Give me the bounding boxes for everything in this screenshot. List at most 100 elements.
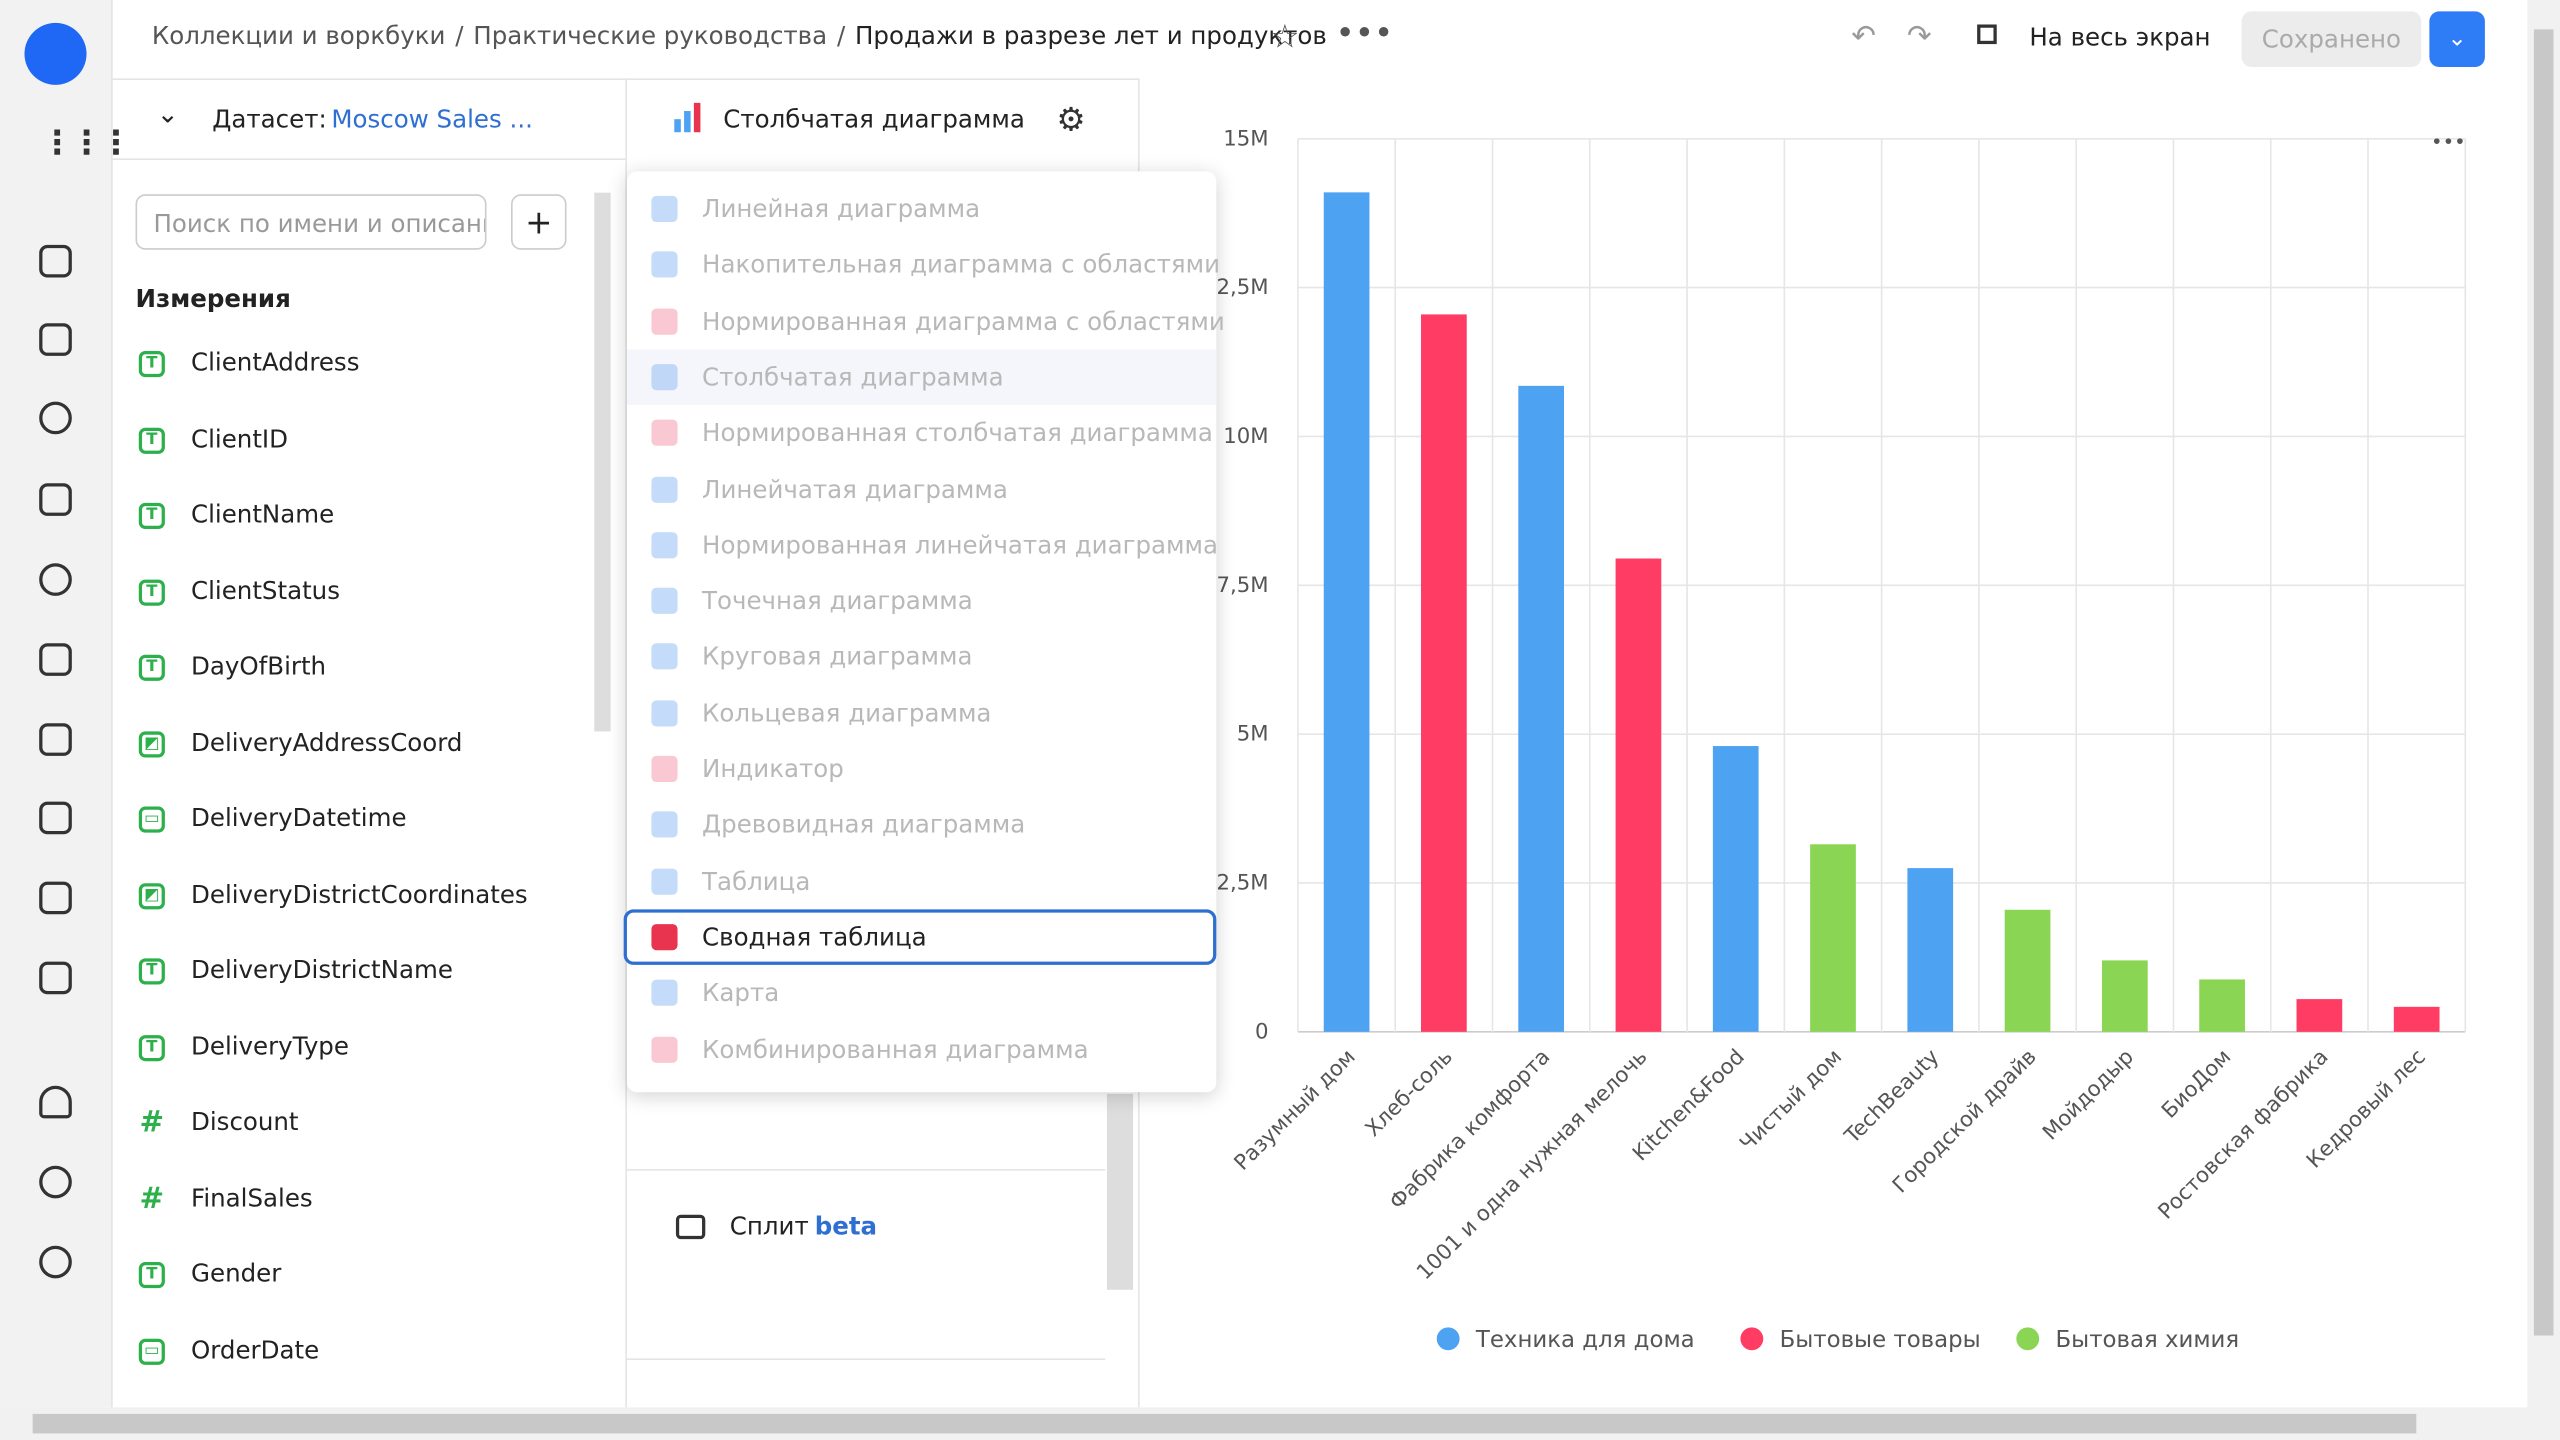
legend-label[interactable]: Бытовая химия — [2056, 1327, 2240, 1353]
bar — [2004, 909, 2051, 1032]
legend-label[interactable]: Бытовые товары — [1780, 1327, 1981, 1353]
menu-icon — [651, 195, 678, 223]
field-name[interactable]: OrderDate — [191, 1334, 320, 1365]
scrollbar[interactable] — [594, 192, 611, 732]
field-name[interactable]: DeliveryAddressCoord — [191, 727, 463, 757]
divider — [625, 1358, 1106, 1360]
nav-icon[interactable] — [39, 1165, 72, 1199]
menu-item[interactable]: Комбинированная диаграмма — [627, 1021, 1216, 1077]
y-tick-label: 15M — [1223, 126, 1268, 151]
field-name[interactable]: Discount — [191, 1106, 299, 1137]
legend-marker — [1436, 1327, 1460, 1351]
field-name[interactable]: DeliveryDatetime — [191, 803, 407, 833]
menu-label: Нормированная диаграмма с областями — [702, 306, 1225, 336]
save-menu-button[interactable]: ⌄ — [2429, 11, 2485, 67]
menu-item[interactable]: Таблица — [627, 853, 1216, 909]
nav-icon[interactable] — [39, 1085, 72, 1119]
menu-icon — [651, 251, 678, 279]
y-tick-label: 2,5M — [1217, 871, 1269, 896]
nav-icon[interactable] — [39, 563, 72, 596]
menu-item[interactable]: Карта — [627, 965, 1216, 1021]
field-icon: ◩ — [138, 730, 165, 757]
menu-item[interactable]: Круговая диаграмма — [627, 629, 1216, 685]
menu-item[interactable]: Сводная таблица — [623, 909, 1217, 965]
nav-icon[interactable] — [39, 483, 72, 516]
favorite-icon[interactable]: ☆ — [1270, 16, 1300, 56]
field-name[interactable]: ClientID — [191, 423, 289, 454]
menu-item[interactable]: Линейная диаграмма — [627, 181, 1216, 237]
field-name[interactable]: ClientStatus — [191, 575, 340, 605]
nav-icon[interactable] — [39, 801, 72, 835]
nav-icon[interactable] — [39, 244, 72, 278]
menu-label: Нормированная столбчатая диаграмма — [702, 418, 1213, 448]
nav-icon[interactable] — [39, 1245, 72, 1279]
breadcrumb[interactable]: Коллекции и воркбуки — [151, 21, 446, 51]
bar — [2296, 999, 2343, 1032]
field-name[interactable]: DeliveryDistrictCoordinates — [191, 879, 528, 909]
menu-item[interactable]: Столбчатая диаграмма — [626, 349, 1217, 405]
menu-label: Линейчатая диаграмма — [702, 474, 1008, 504]
field-name[interactable]: DeliveryDistrictName — [191, 955, 453, 985]
bar — [2393, 1006, 2440, 1032]
field-name[interactable]: ClientName — [191, 499, 335, 529]
menu-label: Накопительная диаграмма с областями — [702, 250, 1220, 280]
logo[interactable] — [24, 22, 87, 85]
page-scrollbar[interactable] — [2527, 0, 2560, 1408]
visualization-selector[interactable]: Столбчатая диаграмма — [723, 104, 1025, 134]
menu-item[interactable]: Линейчатая диаграмма — [627, 461, 1216, 517]
chart-menu-icon[interactable]: ••• — [2431, 130, 2466, 154]
nav-icon[interactable] — [39, 401, 72, 435]
add-field-button[interactable]: + — [511, 194, 567, 250]
menu-item[interactable]: Древовидная диаграмма — [627, 797, 1216, 853]
menu-icon — [651, 979, 678, 1007]
menu-icon — [651, 811, 678, 839]
menu-item[interactable]: Нормированная столбчатая диаграмма — [627, 405, 1216, 461]
menu-icon — [651, 923, 678, 951]
y-tick-label: 5M — [1237, 722, 1269, 747]
field-icon: T — [138, 1034, 165, 1061]
collapse-icon[interactable]: ⌄ — [156, 97, 179, 129]
menu-item[interactable]: Кольцевая диаграмма — [627, 685, 1216, 741]
field-name[interactable]: DeliveryType — [191, 1031, 349, 1061]
menu-item[interactable]: Нормированная линейчатая диаграмма — [627, 517, 1218, 573]
split-badge: beta — [814, 1211, 878, 1241]
save-button[interactable]: Сохранено — [2241, 11, 2422, 67]
nav-icon[interactable] — [39, 881, 72, 915]
search-input[interactable]: Поиск по имени и описани — [135, 194, 487, 250]
dataset-panel — [111, 78, 627, 1409]
legend-label[interactable]: Техника для дома — [1475, 1327, 1695, 1353]
split-label[interactable]: Сплит — [729, 1211, 809, 1241]
undo-icon[interactable]: ↶ — [1851, 19, 1877, 54]
nav-icon[interactable] — [39, 961, 72, 995]
nav-icon[interactable] — [39, 723, 72, 756]
scrollbar[interactable] — [1106, 1093, 1134, 1290]
menu-icon — [651, 475, 678, 503]
nav-icon[interactable] — [39, 323, 72, 356]
field-icon: T — [138, 654, 165, 681]
menu-label: Комбинированная диаграмма — [702, 1034, 1089, 1064]
field-name[interactable]: Gender — [191, 1258, 282, 1289]
fullscreen-button[interactable]: На весь экран — [2029, 22, 2211, 53]
field-name[interactable]: FinalSales — [191, 1182, 313, 1213]
more-icon[interactable]: ••• — [1335, 13, 1394, 53]
field-icon: # — [139, 1181, 165, 1216]
menu-item[interactable]: Индикатор — [627, 741, 1216, 797]
breadcrumb[interactable]: Практические руководства — [473, 21, 828, 51]
redo-icon[interactable]: ↷ — [1906, 19, 1932, 54]
menu-icon — [651, 419, 678, 447]
menu-item[interactable]: Накопительная диаграмма с областями — [627, 237, 1220, 293]
menu-icon — [651, 1035, 678, 1063]
dataset-name[interactable]: Moscow Sales ... — [331, 104, 533, 134]
apps-icon[interactable]: ⋮⋮⋮ — [40, 122, 132, 162]
menu-item[interactable]: Точечная диаграмма — [627, 573, 1216, 629]
menu-item[interactable]: Нормированная диаграмма с областями — [627, 293, 1225, 349]
field-name[interactable]: DayOfBirth — [191, 651, 327, 681]
field-name[interactable]: ClientAddress — [191, 347, 360, 378]
breadcrumb[interactable]: Продажи в разрезе лет и продуктов — [854, 21, 1327, 51]
page-scrollbar[interactable] — [0, 1407, 2560, 1440]
menu-label: Кольцевая диаграмма — [702, 698, 992, 728]
fullscreen-icon[interactable] — [1977, 24, 1997, 45]
field-icon: ▭ — [138, 806, 165, 833]
nav-icon[interactable] — [39, 643, 72, 676]
settings-icon[interactable]: ⚙ — [1056, 99, 1086, 139]
